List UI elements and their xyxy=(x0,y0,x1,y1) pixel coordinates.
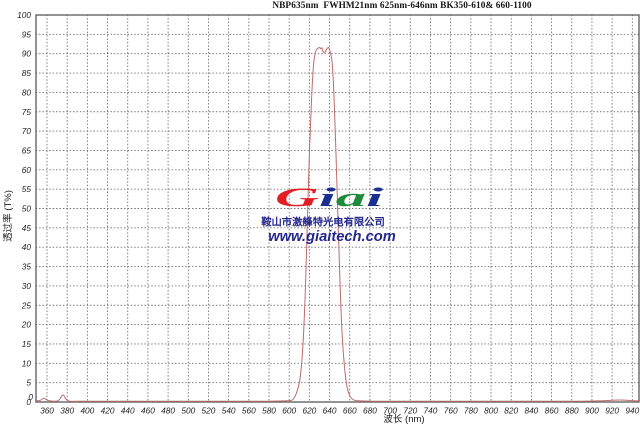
svg-text:880: 880 xyxy=(565,406,579,416)
svg-text:520: 520 xyxy=(202,406,216,416)
svg-text:740: 740 xyxy=(424,406,438,416)
svg-text:50: 50 xyxy=(22,204,32,214)
svg-text:40: 40 xyxy=(22,242,32,252)
svg-text:660: 660 xyxy=(343,406,357,416)
svg-text:45: 45 xyxy=(22,223,32,233)
svg-text:540: 540 xyxy=(222,406,236,416)
svg-text:70: 70 xyxy=(22,126,32,136)
svg-text:20: 20 xyxy=(21,320,32,330)
svg-text:5: 5 xyxy=(26,378,31,388)
svg-text:780: 780 xyxy=(464,406,478,416)
svg-text:460: 460 xyxy=(141,406,155,416)
svg-text:900: 900 xyxy=(585,406,599,416)
svg-text:30: 30 xyxy=(22,281,32,291)
svg-text:380: 380 xyxy=(60,406,74,416)
svg-text:100: 100 xyxy=(17,10,31,20)
svg-text:480: 480 xyxy=(161,406,175,416)
svg-text:85: 85 xyxy=(22,68,32,78)
svg-text:640: 640 xyxy=(323,406,337,416)
svg-text:10: 10 xyxy=(22,358,32,368)
svg-text:95: 95 xyxy=(22,29,32,39)
svg-text:620: 620 xyxy=(302,406,316,416)
svg-text:560: 560 xyxy=(242,406,256,416)
svg-text:840: 840 xyxy=(524,406,538,416)
svg-text:920: 920 xyxy=(605,406,619,416)
svg-text:420: 420 xyxy=(101,406,115,416)
svg-text:65: 65 xyxy=(22,145,32,155)
svg-text:75: 75 xyxy=(22,107,32,117)
svg-text:440: 440 xyxy=(121,406,135,416)
svg-text:680: 680 xyxy=(363,406,377,416)
svg-text:60: 60 xyxy=(22,165,32,175)
svg-text:15: 15 xyxy=(22,339,32,349)
svg-text:800: 800 xyxy=(484,406,498,416)
svg-text:80: 80 xyxy=(22,87,32,97)
svg-text:35: 35 xyxy=(22,262,32,272)
svg-text:760: 760 xyxy=(444,406,458,416)
svg-text:600: 600 xyxy=(282,406,296,416)
svg-text:25: 25 xyxy=(21,300,32,310)
svg-text:90: 90 xyxy=(22,49,32,59)
svg-text:580: 580 xyxy=(262,406,276,416)
svg-text:400: 400 xyxy=(80,406,94,416)
svg-text:0: 0 xyxy=(28,392,33,402)
svg-text:860: 860 xyxy=(545,406,559,416)
svg-text:55: 55 xyxy=(22,184,32,194)
svg-text:360: 360 xyxy=(40,406,54,416)
svg-text:940: 940 xyxy=(625,406,639,416)
svg-text:500: 500 xyxy=(181,406,195,416)
svg-text:820: 820 xyxy=(504,406,518,416)
